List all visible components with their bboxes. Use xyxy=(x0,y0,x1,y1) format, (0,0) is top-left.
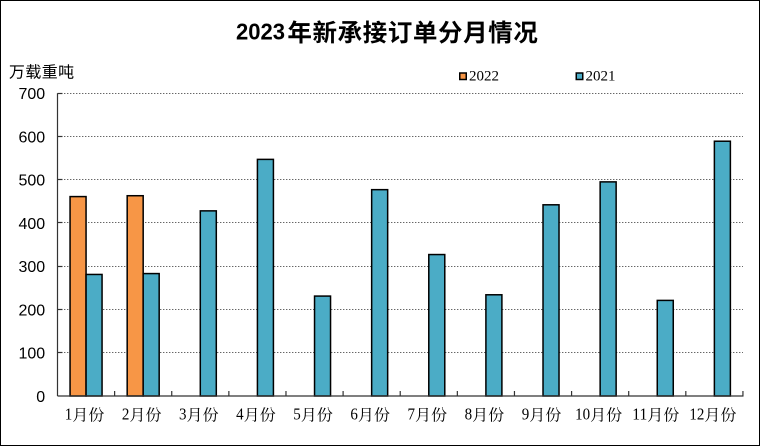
svg-text:2022: 2022 xyxy=(469,68,499,84)
svg-text:12: 12 xyxy=(689,404,704,423)
svg-text:7: 7 xyxy=(407,404,415,423)
svg-text:300: 300 xyxy=(18,259,45,276)
svg-text:5: 5 xyxy=(293,404,301,423)
svg-text:10: 10 xyxy=(575,404,590,423)
svg-text:0: 0 xyxy=(36,388,45,405)
svg-text:1: 1 xyxy=(64,404,72,423)
svg-text:400: 400 xyxy=(18,215,45,232)
svg-text:700: 700 xyxy=(18,86,45,103)
svg-text:4: 4 xyxy=(236,404,244,423)
svg-text:100: 100 xyxy=(18,345,45,362)
svg-text:8: 8 xyxy=(464,404,472,423)
svg-text:2: 2 xyxy=(121,404,128,423)
svg-text:9: 9 xyxy=(521,404,529,423)
svg-text:6: 6 xyxy=(350,404,358,423)
svg-text:2023: 2023 xyxy=(236,18,285,44)
svg-text:600: 600 xyxy=(18,129,45,146)
svg-text:2021: 2021 xyxy=(585,68,615,84)
svg-text:3: 3 xyxy=(179,404,187,423)
svg-text:200: 200 xyxy=(18,302,45,319)
svg-text:500: 500 xyxy=(18,172,45,189)
svg-text:11: 11 xyxy=(632,404,647,423)
